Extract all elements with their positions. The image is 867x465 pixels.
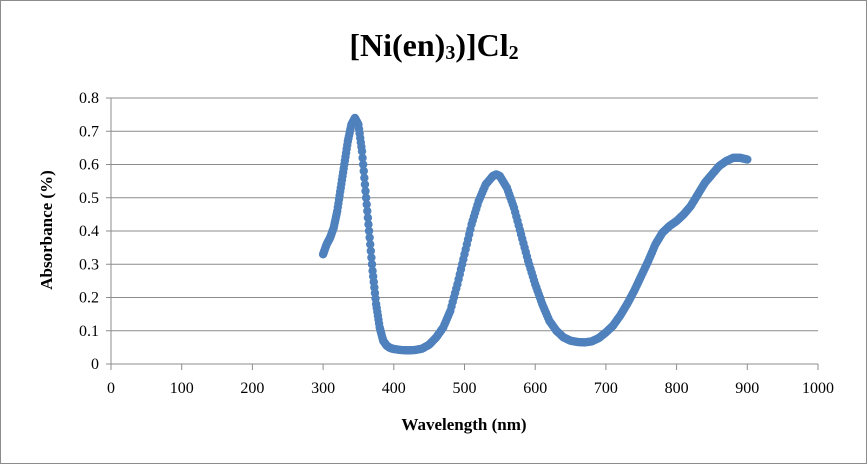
data-point: [364, 226, 374, 236]
x-tick-label: 300: [311, 380, 335, 397]
data-point: [367, 253, 376, 262]
title-main: [Ni(en): [349, 27, 445, 63]
data-point: [359, 166, 368, 176]
x-tick-label: 400: [382, 380, 406, 397]
y-tick-label: 0.5: [79, 190, 99, 207]
x-tick-label: 500: [453, 380, 477, 397]
data-point: [360, 180, 370, 189]
tick-layer: 0 0.1 0.2 0.3 0.4 0.5 0.6 0.7 0.8 0 100 200 300 400 50…: [79, 90, 834, 397]
y-tick-label: 0.2: [79, 290, 99, 307]
data-point: [358, 160, 368, 169]
x-tick-label: 600: [523, 380, 547, 397]
x-tick-label: 200: [240, 380, 264, 397]
data-point: [364, 220, 373, 229]
x-axis-title: Wavelength (nm): [401, 415, 526, 434]
axis-layer: [106, 97, 819, 370]
data-point: [363, 213, 373, 222]
y-tick-label: 0.7: [79, 123, 99, 140]
title-sub-1: 3: [445, 42, 455, 64]
data-point: [365, 233, 374, 242]
series-layer: [318, 113, 752, 355]
x-tick-label: 700: [594, 380, 618, 397]
y-tick-label: 0.6: [79, 157, 99, 174]
data-point: [361, 193, 371, 202]
x-tick-label: 0: [107, 380, 115, 397]
data-point: [363, 206, 372, 216]
title-sub-2: 2: [509, 42, 519, 64]
x-tick-label: 900: [735, 380, 759, 397]
y-tick-label: 0.3: [79, 256, 99, 273]
grid-layer: [111, 97, 818, 332]
chart-title: [Ni(en)3)]Cl2: [349, 27, 518, 64]
data-point: [358, 153, 367, 163]
y-tick-label: 0.8: [79, 90, 99, 107]
y-tick-label: 0.1: [79, 323, 99, 340]
data-point: [367, 260, 377, 269]
data-point: [743, 155, 752, 164]
x-tick-label: 1000: [802, 380, 834, 397]
data-point: [357, 147, 367, 156]
data-point: [360, 173, 369, 182]
title-mid: )]Cl: [455, 27, 508, 63]
y-tick-label: 0.4: [79, 223, 99, 240]
x-tick-label: 800: [665, 380, 689, 397]
x-tick-label: 100: [170, 380, 194, 397]
data-point: [361, 186, 370, 196]
data-point: [366, 246, 376, 256]
data-point: [362, 200, 371, 209]
y-axis-title: Absorbance (%): [37, 170, 56, 289]
data-point: [366, 240, 375, 249]
y-tick-label: 0: [91, 356, 99, 373]
